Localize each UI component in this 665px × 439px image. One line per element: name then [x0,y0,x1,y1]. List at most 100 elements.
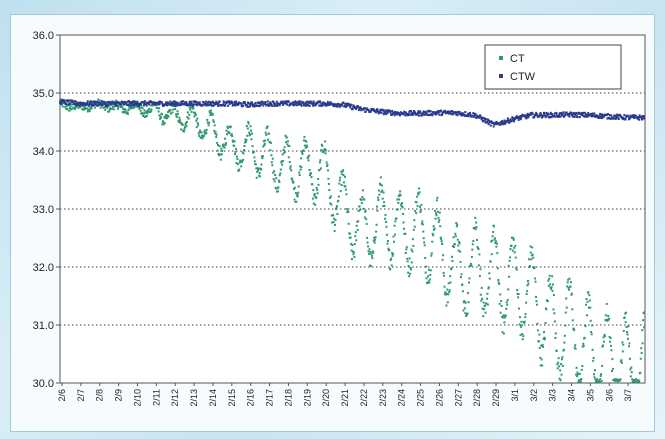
ct-point [280,160,283,163]
ctw-point [254,102,257,105]
ct-point [475,226,478,229]
ct-point [376,205,378,208]
ct-point [332,221,335,224]
ct-point [332,214,335,216]
ct-point [500,300,503,303]
ctw-point [640,116,643,119]
ctw-point [85,103,88,106]
ct-point [418,191,421,194]
ctw-point [269,101,272,104]
ct-point [601,345,604,348]
ctw-point [617,117,620,120]
ct-point [567,286,570,289]
ctw-point [393,111,395,114]
ct-point [532,256,535,259]
ct-point [130,107,133,110]
ct-point [399,194,402,197]
ct-point [327,169,329,172]
ct-point [331,221,334,224]
ct-point [580,368,583,371]
ct-point [423,241,426,244]
ct-point [443,285,446,288]
ct-point [219,158,222,161]
ct-point [397,195,400,198]
ct-point [454,232,457,235]
ct-point [344,188,347,191]
ct-point [277,190,279,193]
ct-point [396,208,399,211]
ct-point [598,380,601,383]
ctw-point [334,103,337,107]
ct-point [562,348,565,351]
ct-point [531,253,534,256]
ct-point [166,117,169,120]
ct-point [427,268,430,271]
ct-point [360,198,363,201]
ct-point [520,324,523,327]
ctw-point [106,103,108,106]
ctw-point [235,100,238,103]
ct-point [247,120,250,123]
ctw-point [355,107,358,110]
x-tick-label: 2/22 [359,389,369,407]
ct-point [143,109,146,112]
ct-point [525,301,528,304]
ctw-point [483,117,485,120]
ct-point [516,289,519,292]
ctw-point [206,104,209,107]
ct-point [372,251,375,254]
ctw-point [293,103,296,106]
ct-point [509,256,512,259]
ct-point [287,156,290,159]
ctw-point [317,100,320,103]
ctw-point [59,101,61,104]
ctw-point [140,103,142,106]
ct-point [456,223,459,226]
ct-point [477,264,480,267]
ctw-point [466,114,469,117]
ct-point [333,230,336,233]
ct-point [241,161,244,164]
ct-point [197,124,200,127]
ct-point [465,315,468,317]
ct-point [203,131,206,134]
ct-point [383,204,386,207]
ct-point [554,332,557,335]
ctw-point [605,113,608,116]
x-tick-label: 2/10 [132,389,142,407]
ct-point [534,277,537,280]
ct-point [611,358,614,361]
ctw-point [553,112,556,115]
ct-point [621,350,624,353]
ct-point [115,102,118,105]
ctw-point [207,100,210,103]
ct-point [345,193,348,196]
ct-point [505,307,508,310]
ctw-point [573,115,576,118]
ct-point [213,124,216,127]
ctw-point [410,113,413,116]
ctw-point [593,112,596,115]
ctw-point [502,123,505,126]
ct-point [584,325,587,328]
ct-point [442,271,445,274]
ct-point [320,148,323,151]
ct-point [558,365,561,368]
ct-point [203,129,206,132]
ct-point [518,307,520,310]
x-tick-label: 2/17 [265,389,275,407]
ct-point [515,268,518,271]
ct-point [514,244,517,247]
ct-point [293,186,296,189]
ct-point [579,379,582,382]
ct-point [355,239,358,242]
ct-point [122,111,125,114]
ctw-point [372,108,375,111]
ct-point [627,337,629,340]
ctw-point [84,104,87,107]
ct-point [225,129,228,132]
ctw-point [196,104,198,107]
ct-point [556,363,559,366]
ct-point [157,110,160,113]
ctw-point [585,115,588,118]
